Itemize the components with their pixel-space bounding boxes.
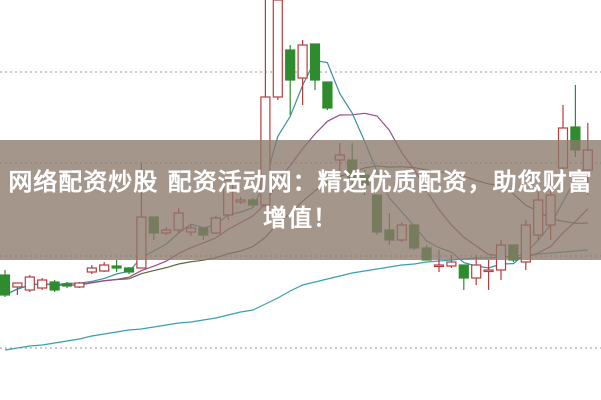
candle-up bbox=[297, 44, 308, 79]
candle-up bbox=[86, 267, 97, 273]
title-banner: 网络配资炒股 配资活动网：精选优质配资，助您财富增值！ bbox=[0, 140, 601, 260]
candle-up bbox=[24, 276, 35, 291]
candle-down bbox=[0, 274, 11, 296]
candle-down bbox=[61, 283, 73, 287]
candle-down bbox=[285, 49, 296, 81]
candle-up bbox=[471, 264, 482, 279]
article-title: 网络配资炒股 配资活动网：精选优质配资，助您财富增值！ bbox=[8, 168, 593, 232]
candle-down bbox=[123, 267, 135, 273]
candle-up bbox=[483, 269, 494, 273]
candle-down bbox=[49, 281, 60, 291]
candle-down bbox=[458, 264, 469, 279]
candle-down bbox=[309, 43, 321, 81]
candle-up bbox=[272, 0, 283, 98]
ma5-line bbox=[4, 59, 589, 296]
candle-down bbox=[322, 81, 333, 109]
candle-up bbox=[74, 282, 85, 288]
candle-up bbox=[37, 279, 48, 289]
candle-up bbox=[99, 264, 110, 272]
candle-up bbox=[433, 264, 445, 268]
candle-down bbox=[111, 265, 122, 269]
candle-up bbox=[12, 282, 23, 288]
candle-up bbox=[446, 261, 457, 267]
